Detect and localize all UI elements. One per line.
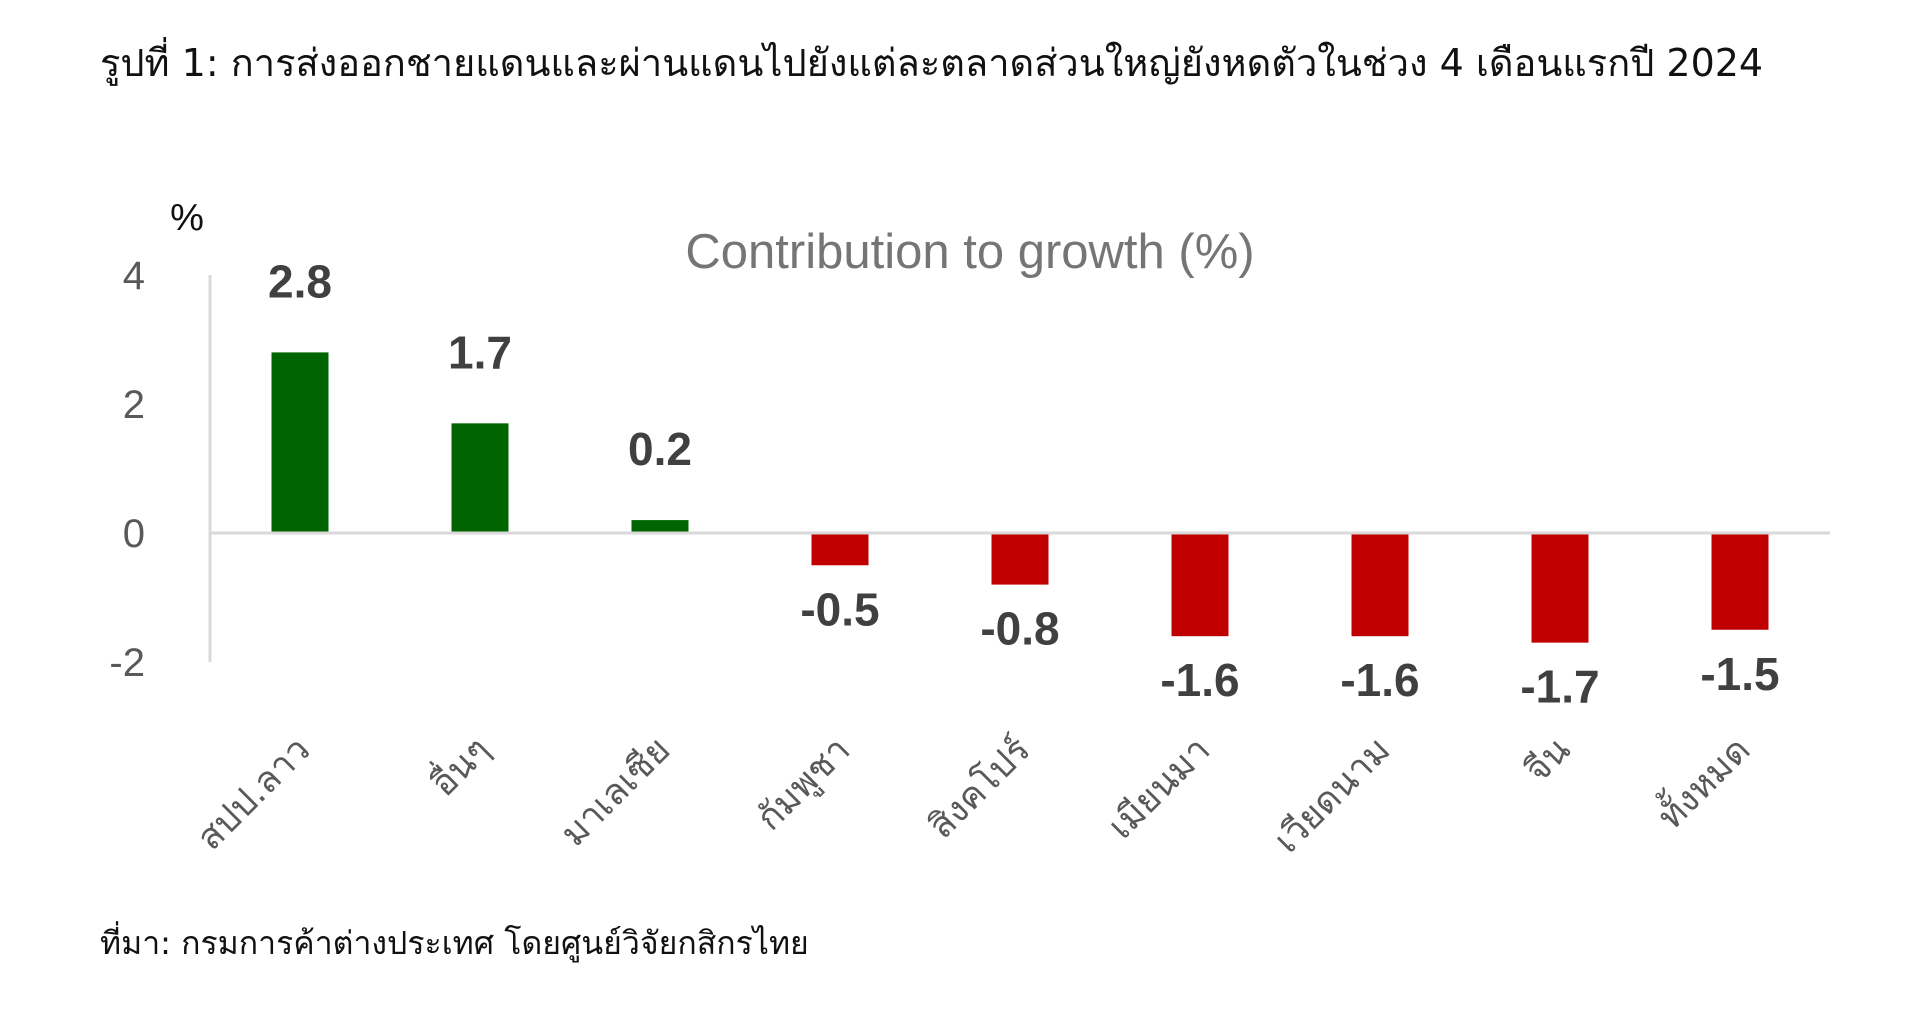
chart-title: Contribution to growth (%) xyxy=(685,225,1254,279)
value-labels-group: 2.8 1.7 0.2 -0.5 -0.8 -1.6 -1.6 -1.7 -1.5 xyxy=(268,255,1780,712)
y-axis-unit-label: % xyxy=(170,197,204,239)
bar xyxy=(271,352,329,533)
figure-source: ที่มา: กรมการค้าต่างประเทศ โดยศูนย์วิจัย… xyxy=(100,924,809,962)
x-axis-labels-group: สปป.ลาว อื่นๆ มาเลเซีย กัมพูชา สิงคโปร์ เมียน… xyxy=(189,724,1758,861)
x-tick-label: สิงคโปร์ xyxy=(920,729,1038,847)
x-tick-label: ทั้งหมด xyxy=(1645,724,1758,837)
y-tick-label: 4 xyxy=(123,254,145,298)
data-label: -1.6 xyxy=(1340,654,1419,706)
data-label: 2.8 xyxy=(268,255,332,307)
x-tick-label: อื่นๆ xyxy=(419,726,498,805)
y-tick-label: -2 xyxy=(109,641,145,685)
bar xyxy=(1711,533,1769,630)
x-tick-label: สปป.ลาว xyxy=(189,729,318,858)
x-tick-label: เมียนมา xyxy=(1100,729,1218,847)
data-label: 0.2 xyxy=(628,423,692,475)
bars-group xyxy=(271,352,1769,643)
data-label: -1.5 xyxy=(1700,648,1779,700)
data-label: -1.7 xyxy=(1520,661,1599,713)
y-axis: 4 2 0 -2 xyxy=(109,254,212,685)
bar xyxy=(451,423,509,533)
x-tick-label: เวียดนาม xyxy=(1266,729,1398,861)
x-tick-label: จีน xyxy=(1517,729,1578,790)
y-tick-label: 0 xyxy=(123,512,145,556)
bar-chart: Contribution to growth (%) % 4 2 0 -2 2.8 1.… xyxy=(109,197,1830,861)
bar xyxy=(1171,533,1229,637)
data-label: -0.5 xyxy=(800,583,879,635)
bar xyxy=(1531,533,1589,643)
x-tick-label: กัมพูชา xyxy=(749,729,859,839)
bar xyxy=(991,533,1049,585)
y-tick-label: 2 xyxy=(123,383,145,427)
data-label: 1.7 xyxy=(448,326,512,378)
bar xyxy=(631,520,689,533)
bar xyxy=(1351,533,1409,637)
x-tick-label: มาเลเซีย xyxy=(553,729,678,854)
data-label: -0.8 xyxy=(980,603,1059,655)
figure-title: รูปที่ 1: การส่งออกชายแดนและผ่านแดนไปยัง… xyxy=(100,41,1764,85)
data-label: -1.6 xyxy=(1160,654,1239,706)
bar xyxy=(811,533,869,566)
